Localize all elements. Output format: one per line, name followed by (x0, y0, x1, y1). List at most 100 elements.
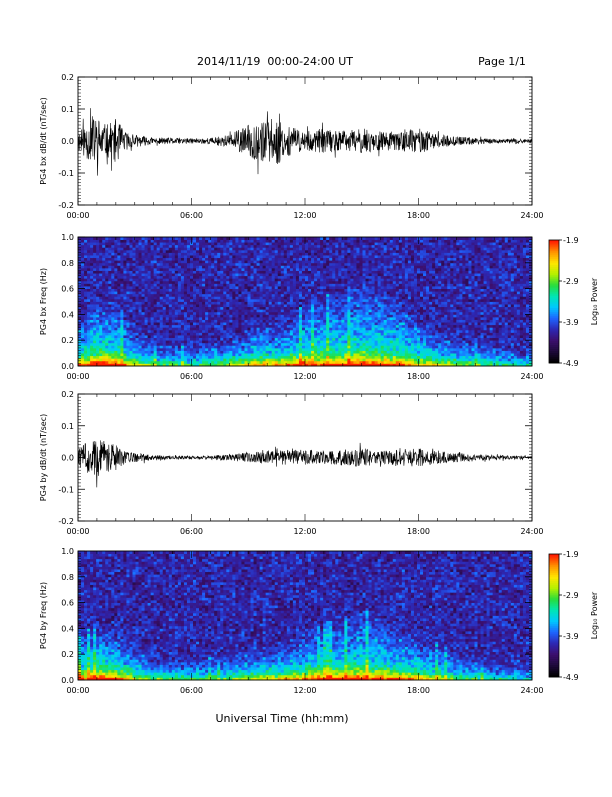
spectrogram-cell (102, 356, 105, 359)
spectrogram-cell (196, 356, 199, 359)
spectrogram-cell (102, 271, 105, 274)
spectrogram-cell (332, 250, 335, 253)
spectrogram-cell (254, 296, 257, 299)
spectrogram-cell (272, 322, 275, 325)
spectrogram-cell (166, 252, 169, 255)
spectrogram-cell (281, 327, 284, 330)
spectrogram-cell (269, 283, 272, 286)
spectrogram-cell (114, 283, 117, 286)
spectrogram-cell (196, 260, 199, 263)
spectrogram-cell (347, 351, 350, 354)
spectrogram-cell (99, 265, 102, 268)
spectrogram-cell (193, 271, 196, 274)
spectrogram-cell (275, 304, 278, 307)
spectrogram-cell (217, 255, 220, 258)
spectrogram-cell (214, 340, 217, 343)
spectrogram-cell (126, 309, 129, 312)
spectrogram-cell (251, 245, 254, 248)
spectrogram-cell (190, 252, 193, 255)
spectrogram-cell (184, 320, 187, 323)
spectrogram-cell (151, 258, 154, 261)
spectrogram-cell (275, 345, 278, 348)
spectrogram-cell (157, 317, 160, 320)
spectrogram-cell (151, 356, 154, 359)
spectrogram-cell (169, 281, 172, 284)
spectrogram-cell (214, 314, 217, 317)
spectrogram-cell (151, 353, 154, 356)
spectrogram-cell (344, 320, 347, 323)
spectrogram-cell (344, 268, 347, 271)
spectrogram-cell (196, 338, 199, 341)
spectrogram-cell (308, 276, 311, 279)
spectrogram-cell (129, 327, 132, 330)
spectrogram-cell (238, 345, 241, 348)
spectrogram-cell (226, 327, 229, 330)
spectrogram-cell (347, 340, 350, 343)
spectrogram-cell (120, 309, 123, 312)
spectrogram-cell (320, 296, 323, 299)
spectrogram-cell (329, 247, 332, 250)
spectrogram-cell (220, 325, 223, 328)
spectrogram-cell (114, 291, 117, 294)
spectrogram-cell (220, 312, 223, 315)
spectrogram-cell (229, 351, 232, 354)
spectrogram-cell (317, 340, 320, 343)
spectrogram-cell (238, 263, 241, 266)
spectrogram-cell (293, 314, 296, 317)
spectrogram-cell (235, 263, 238, 266)
spectrogram-cell (160, 286, 163, 289)
spectrogram-cell (211, 281, 214, 284)
spectrogram-cell (241, 332, 244, 335)
y-axis-title: PG4 bx dB/dt (nT/sec) (39, 97, 48, 184)
spectrogram-cell (332, 263, 335, 266)
spectrogram-cell (220, 291, 223, 294)
spectrogram-cell (193, 265, 196, 268)
spectrogram-cell (293, 291, 296, 294)
spectrogram-cell (169, 353, 172, 356)
spectrogram-cell (308, 250, 311, 253)
spectrogram-cell (293, 281, 296, 284)
spectrogram-cell (251, 258, 254, 261)
spectrogram-cell (293, 302, 296, 305)
spectrogram-cell (302, 320, 305, 323)
spectrogram-cell (187, 281, 190, 284)
spectrogram-cell (114, 245, 117, 248)
spectrogram-cell (263, 286, 266, 289)
spectrogram-cell (139, 356, 142, 359)
spectrogram-cell (160, 351, 163, 354)
spectrogram-cell (314, 348, 317, 351)
spectrogram-cell (154, 273, 157, 276)
spectrogram-cell (220, 299, 223, 302)
spectrogram-cell (211, 242, 214, 245)
spectrogram-cell (232, 338, 235, 341)
spectrogram-cell (226, 317, 229, 320)
spectrogram-cell (329, 356, 332, 359)
spectrogram-cell (114, 353, 117, 356)
spectrogram-cell (329, 271, 332, 274)
spectrogram-cell (111, 325, 114, 328)
spectrogram-cell (332, 265, 335, 268)
spectrogram-cell (114, 273, 117, 276)
spectrogram-cell (296, 304, 299, 307)
spectrogram-cell (151, 247, 154, 250)
spectrogram-cell (193, 317, 196, 320)
spectrogram-cell (93, 294, 96, 297)
spectrogram-cell (290, 309, 293, 312)
spectrogram-cell (129, 302, 132, 305)
spectrogram-cell (356, 330, 359, 333)
spectrogram-cell (148, 299, 151, 302)
spectrogram-cell (132, 307, 135, 310)
spectrogram-cell (278, 309, 281, 312)
spectrogram-cell (266, 247, 269, 250)
spectrogram-cell (217, 353, 220, 356)
spectrogram-cell (160, 283, 163, 286)
spectrogram-cell (350, 348, 353, 351)
spectrogram-cell (302, 286, 305, 289)
spectrogram-cell (281, 351, 284, 354)
spectrogram-cell (151, 312, 154, 315)
spectrogram-cell (308, 263, 311, 266)
spectrogram-cell (105, 356, 108, 359)
spectrogram-cell (332, 286, 335, 289)
spectrogram-cell (305, 325, 308, 328)
spectrogram-cell (220, 307, 223, 310)
